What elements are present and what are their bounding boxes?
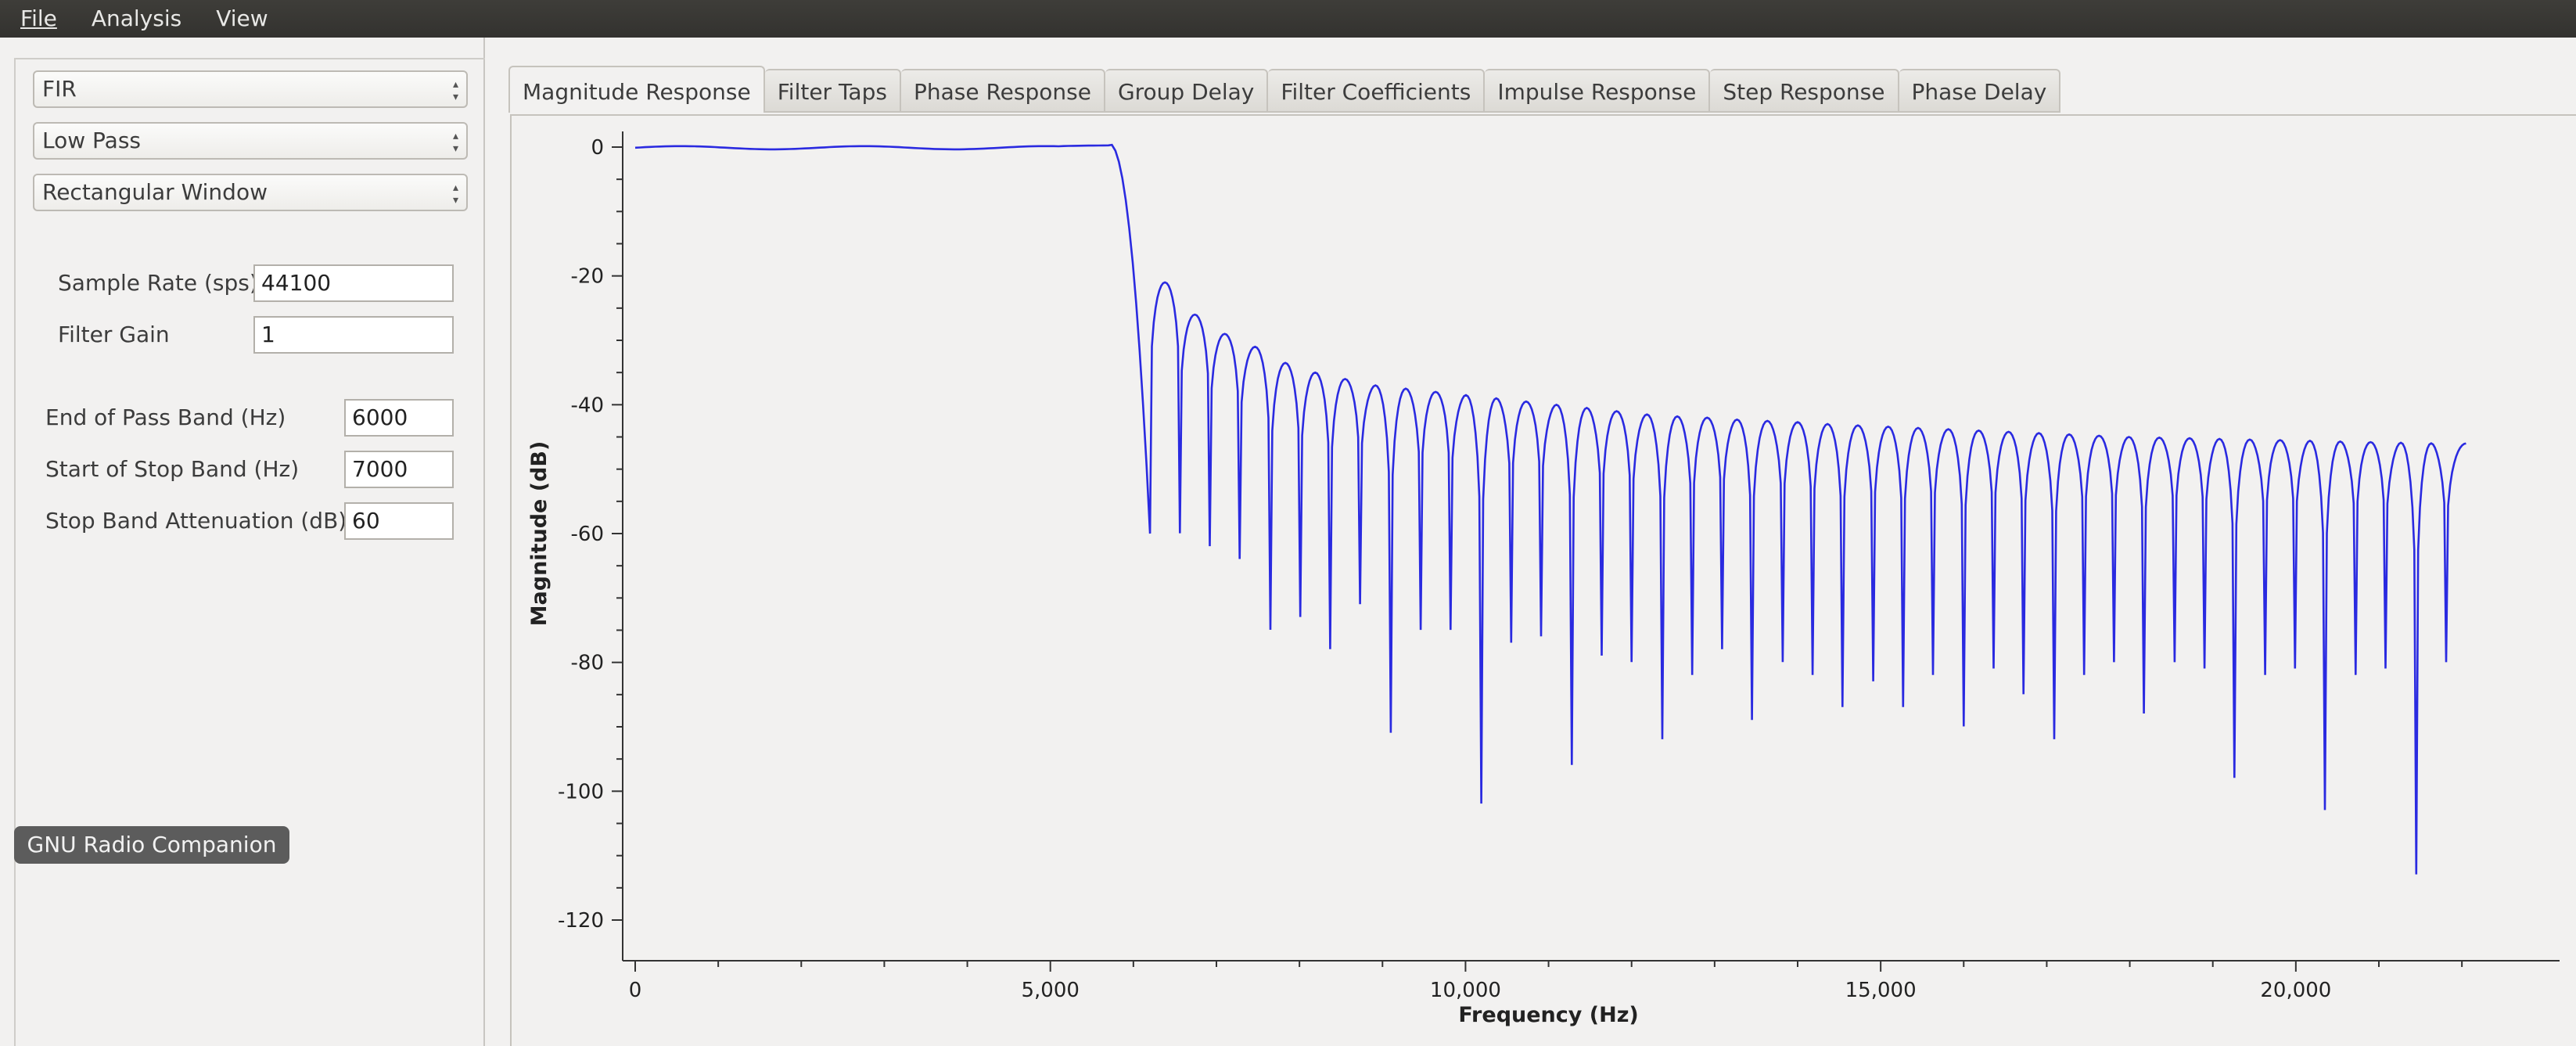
x-tick-label: 5,000 [1021,979,1079,1002]
tooltip-badge: GNU Radio Companion [14,826,289,864]
plot-frame [510,114,2576,1046]
x-tick-label: 0 [629,979,642,1002]
start-stop-band-label: Start of Stop Band (Hz) [45,456,300,482]
combo-arrows-icon: ▴ ▾ [452,78,458,103]
y-tick-label: -60 [571,523,604,546]
magnitude-trace [634,143,2466,875]
chart-axes [622,131,2560,962]
tab-bar: Magnitude Response Filter Taps Phase Res… [508,66,2061,114]
combo-arrows-icon: ▴ ▾ [452,130,458,155]
x-axis-label: Frequency (Hz) [1458,1003,1638,1027]
filter-gain-field[interactable]: 1 [253,316,454,354]
tab-filter-taps[interactable]: Filter Taps [764,69,901,113]
tab-step-response[interactable]: Step Response [1710,69,1899,113]
y-tick-label: -40 [571,394,604,417]
window-type-value: Rectangular Window [42,179,268,205]
x-tick-label: 10,000 [1430,979,1501,1002]
menu-bar: File Analysis View [0,0,2576,38]
tab-phase-delay[interactable]: Phase Delay [1899,69,2061,113]
y-axis-label: Magnitude (dB) [527,441,551,627]
filter-settings-panel: FIR ▴ ▾ Low Pass ▴ ▾ Rectangular Window ▴ ▾… [0,38,485,1046]
x-tick-label: 15,000 [1845,979,1917,1002]
tab-impulse-response[interactable]: Impulse Response [1485,69,1711,113]
menu-analysis[interactable]: Analysis [91,5,182,31]
x-tick-label: 20,000 [2260,979,2331,1002]
y-tick-label: -120 [558,909,604,933]
tab-filter-coefficients[interactable]: Filter Coefficients [1268,69,1486,113]
window-type-combo[interactable]: Rectangular Window ▴ ▾ [33,174,468,211]
start-stop-band-field[interactable]: 7000 [344,451,454,488]
end-pass-band-label: End of Pass Band (Hz) [45,404,286,430]
panel-frame [14,58,485,1046]
y-tick-label: 0 [591,136,604,160]
tab-magnitude-response[interactable]: Magnitude Response [508,66,765,113]
magnitude-response-chart[interactable]: 0 -20 -40 -60 -80 -100 -120 0 5,000 10,000 15,000 2… [510,114,2576,1046]
menu-file[interactable]: File [20,5,57,31]
band-type-value: Low Pass [42,128,141,153]
tab-group-delay[interactable]: Group Delay [1105,69,1269,113]
band-type-combo[interactable]: Low Pass ▴ ▾ [33,122,468,160]
filter-type-combo[interactable]: FIR ▴ ▾ [33,70,468,108]
filter-type-value: FIR [42,76,77,102]
y-tick-label: -100 [558,780,604,803]
stop-band-attenuation-label: Stop Band Attenuation (dB) [45,508,347,534]
chart-ticks: 0 -20 -40 -60 -80 -100 -120 0 5,000 10,000 15,000 2… [558,136,2463,1002]
menu-view[interactable]: View [216,5,268,31]
stop-band-attenuation-field[interactable]: 60 [344,502,454,540]
sample-rate-field[interactable]: 44100 [253,264,454,302]
filter-gain-label: Filter Gain [58,322,170,347]
end-pass-band-field[interactable]: 6000 [344,399,454,437]
y-tick-label: -20 [571,265,604,289]
tab-phase-response[interactable]: Phase Response [900,69,1105,113]
sample-rate-label: Sample Rate (sps) [58,270,258,296]
combo-arrows-icon: ▴ ▾ [452,182,458,207]
y-tick-label: -80 [571,652,604,675]
